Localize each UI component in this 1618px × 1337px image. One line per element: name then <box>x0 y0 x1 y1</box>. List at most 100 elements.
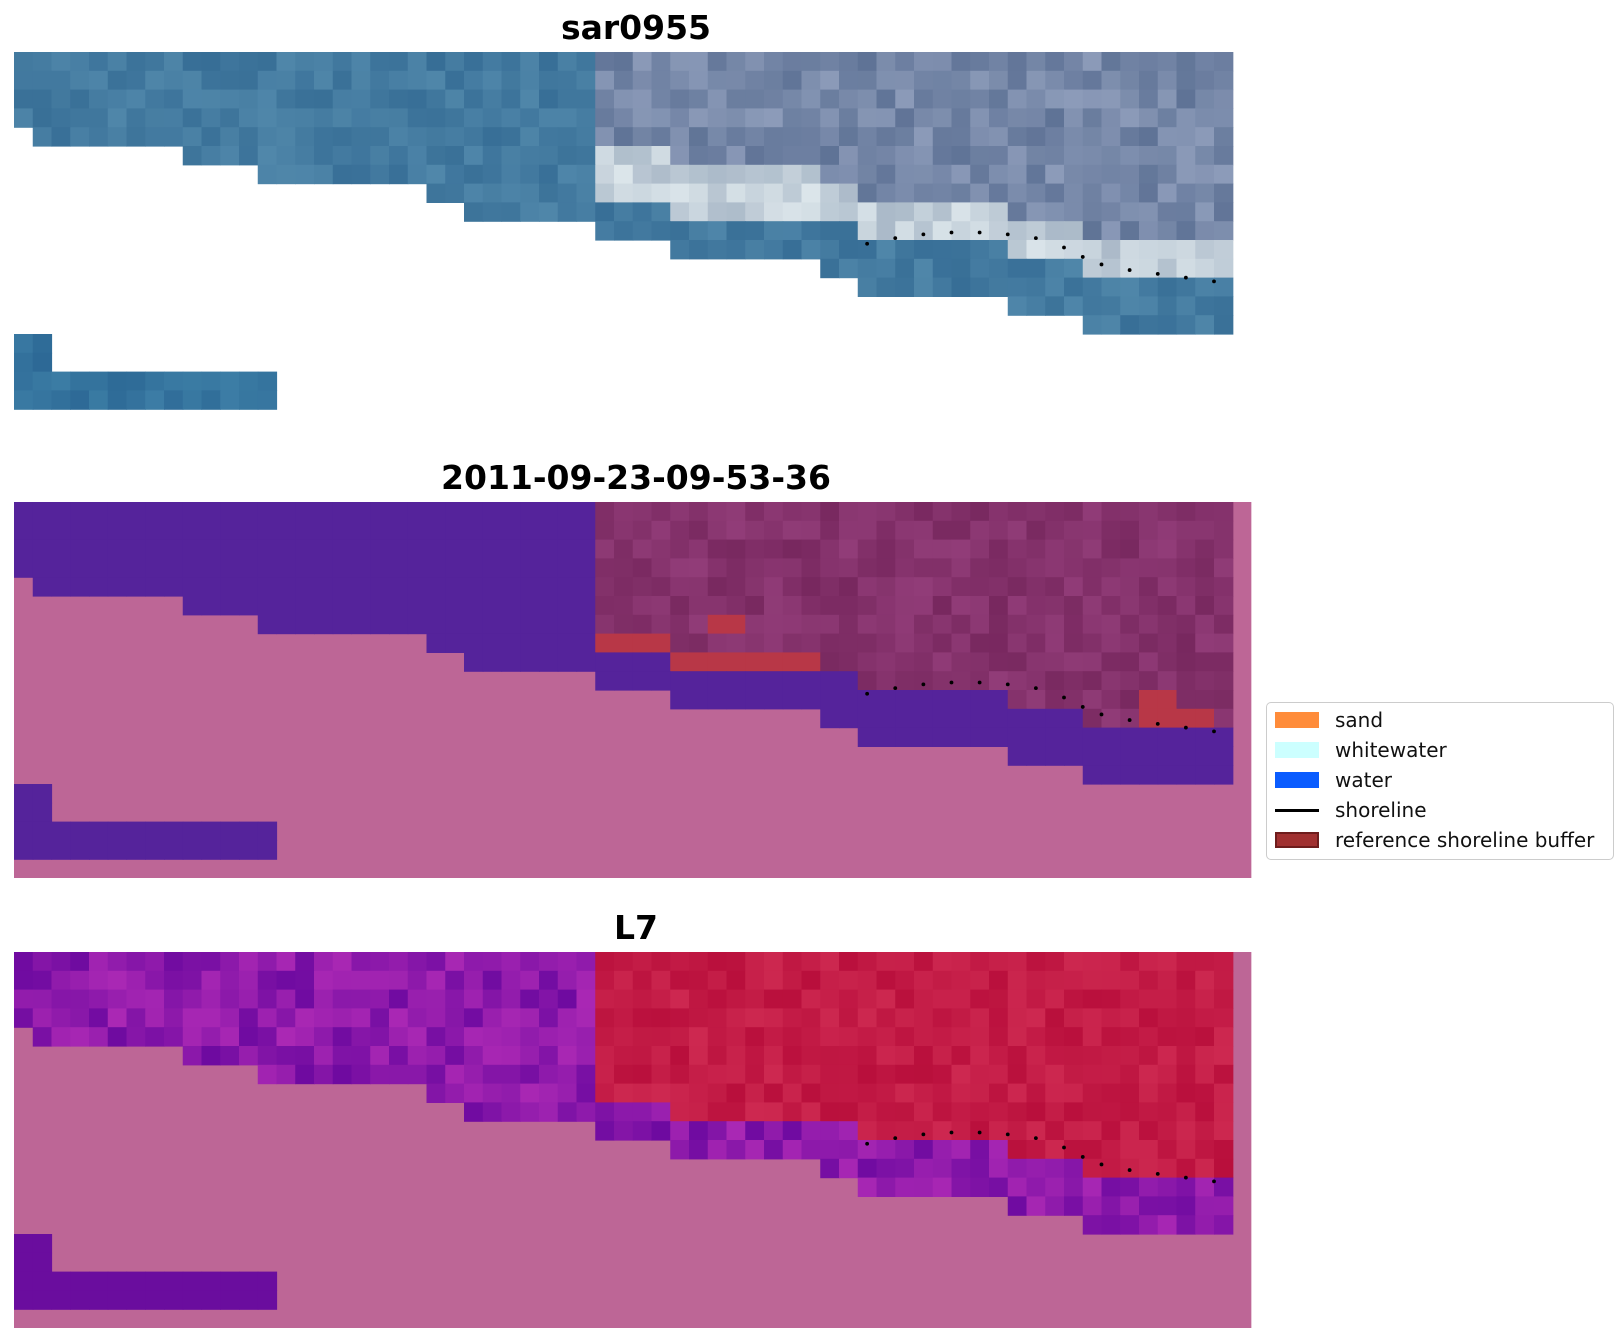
rgb-pixel <box>145 52 164 71</box>
classified-pixel <box>652 615 671 634</box>
index-pixel <box>1008 1159 1027 1178</box>
index-pixel <box>1139 1027 1158 1046</box>
index-pixel <box>183 952 202 971</box>
index-pixel <box>877 1027 896 1046</box>
rgb-pixel <box>1045 184 1064 203</box>
index-pixel <box>895 1084 914 1103</box>
classified-pixel <box>1139 521 1158 540</box>
index-pixel <box>1027 1178 1046 1197</box>
index-pixel <box>277 1065 296 1084</box>
index-pixel <box>1214 1178 1233 1197</box>
legend-label-water: water <box>1335 768 1392 792</box>
index-pixel <box>258 1027 277 1046</box>
classified-pixel <box>370 502 389 521</box>
classified-pixel <box>614 634 633 653</box>
index-pixel <box>745 1027 764 1046</box>
index-pixel <box>670 1046 689 1065</box>
shoreline-point <box>950 231 954 235</box>
index-pixel <box>1120 1084 1139 1103</box>
rgb-pixel <box>989 221 1008 240</box>
index-pixel <box>1195 952 1214 971</box>
classified-pixel <box>1027 690 1046 709</box>
classified-pixel <box>370 558 389 577</box>
index-pixel <box>1102 1084 1121 1103</box>
rgb-image-panel <box>14 52 1255 428</box>
index-pixel <box>1177 1121 1196 1140</box>
classified-pixel <box>1027 502 1046 521</box>
index-pixel <box>633 952 652 971</box>
classified-pixel <box>558 596 577 615</box>
index-pixel <box>1027 1102 1046 1121</box>
rgb-pixel <box>408 90 427 109</box>
rgb-pixel <box>295 127 314 146</box>
classified-pixel <box>595 634 614 653</box>
index-pixel <box>108 990 127 1009</box>
rgb-pixel <box>1139 108 1158 127</box>
index-pixel <box>595 952 614 971</box>
rgb-pixel <box>108 127 127 146</box>
index-pixel <box>614 990 633 1009</box>
index-pixel <box>877 971 896 990</box>
rgb-pixel <box>577 202 596 221</box>
rgb-pixel <box>1177 127 1196 146</box>
index-pixel <box>614 952 633 971</box>
rgb-pixel <box>1177 259 1196 278</box>
rgb-pixel <box>427 165 446 184</box>
index-pixel <box>577 1065 596 1084</box>
rgb-pixel <box>258 90 277 109</box>
rgb-pixel <box>839 90 858 109</box>
rgb-pixel <box>427 184 446 203</box>
classified-pixel <box>952 728 971 747</box>
classified-pixel <box>239 577 258 596</box>
index-pixel <box>670 1008 689 1027</box>
classified-pixel <box>989 615 1008 634</box>
rgb-pixel <box>933 146 952 165</box>
rgb-pixel <box>370 71 389 90</box>
index-pixel <box>1214 1215 1233 1234</box>
classified-pixel <box>914 690 933 709</box>
rgb-pixel <box>352 90 371 109</box>
rgb-pixel <box>1102 296 1121 315</box>
rgb-pixel <box>745 52 764 71</box>
index-pixel <box>577 971 596 990</box>
rgb-pixel <box>708 184 727 203</box>
index-pixel <box>164 1027 183 1046</box>
rgb-pixel <box>970 90 989 109</box>
rgb-pixel <box>614 108 633 127</box>
index-pixel <box>895 1140 914 1159</box>
classified-pixel <box>708 690 727 709</box>
index-pixel <box>614 1084 633 1103</box>
classified-pixel <box>595 615 614 634</box>
index-pixel <box>1045 1046 1064 1065</box>
classified-pixel <box>877 540 896 559</box>
rgb-pixel <box>1195 127 1214 146</box>
index-pixel <box>14 1234 33 1253</box>
classified-pixel <box>1083 615 1102 634</box>
classified-pixel <box>370 596 389 615</box>
classified-pixel <box>858 652 877 671</box>
classified-pixel <box>670 577 689 596</box>
classified-pixel <box>877 728 896 747</box>
rgb-pixel <box>352 146 371 165</box>
rgb-pixel <box>970 202 989 221</box>
classified-pixel <box>164 577 183 596</box>
rgb-pixel <box>539 127 558 146</box>
classified-pixel <box>952 615 971 634</box>
classified-pixel <box>1120 577 1139 596</box>
index-pixel <box>314 952 333 971</box>
rgb-pixel <box>89 90 108 109</box>
index-pixel <box>1008 990 1027 1009</box>
classified-pixel <box>539 558 558 577</box>
rgb-pixel <box>1158 52 1177 71</box>
rgb-pixel <box>895 108 914 127</box>
rgb-pixel <box>933 202 952 221</box>
classified-pixel <box>1139 746 1158 765</box>
rgb-pixel <box>1120 90 1139 109</box>
legend-item-reference-buffer: reference shoreline buffer <box>1275 825 1594 855</box>
classified-pixel <box>970 709 989 728</box>
classified-pixel <box>1064 709 1083 728</box>
index-pixel <box>952 1102 971 1121</box>
rgb-pixel <box>1027 202 1046 221</box>
index-pixel <box>370 1065 389 1084</box>
classified-pixel <box>933 709 952 728</box>
